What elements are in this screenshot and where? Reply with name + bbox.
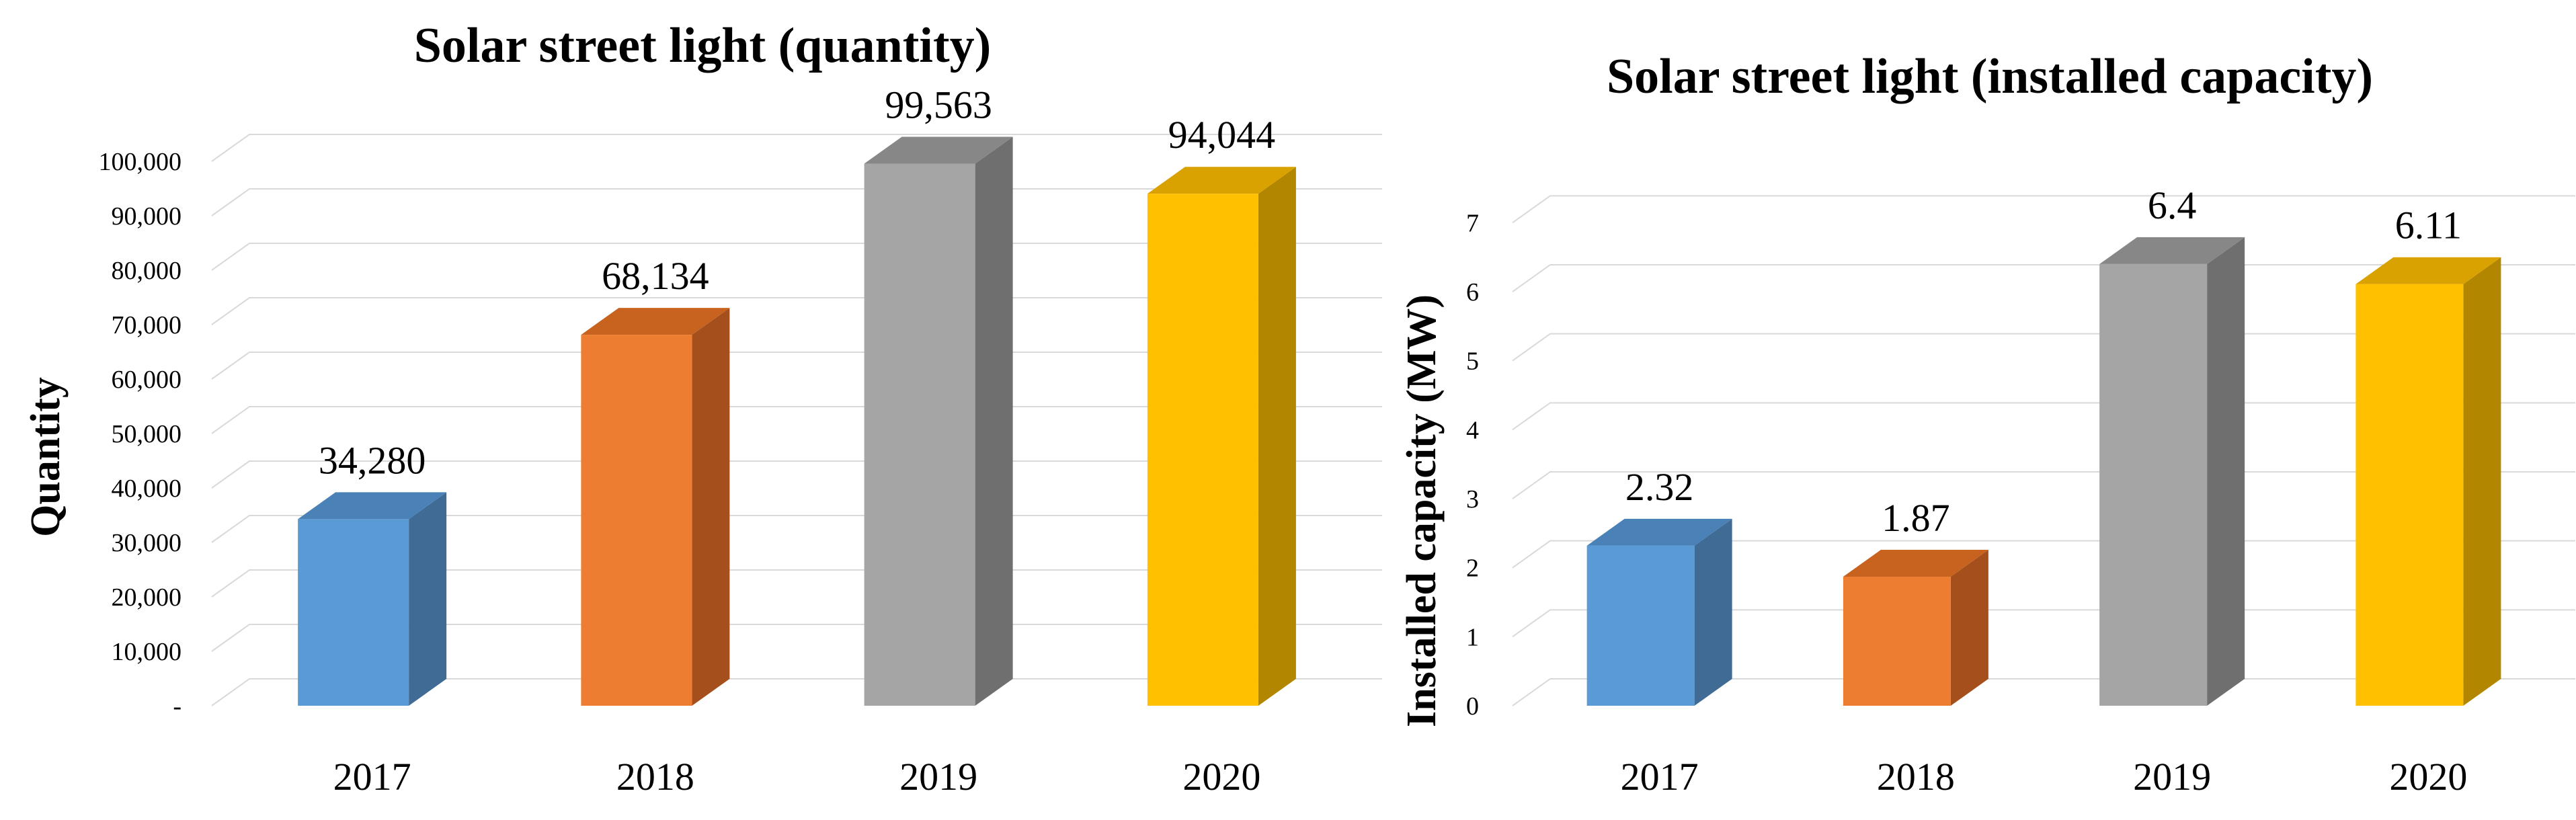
quantity-bar-top — [864, 136, 1013, 164]
quantity-bar-2018 — [581, 308, 730, 706]
capacity-bar-front — [2099, 263, 2208, 706]
quantity-y-tick-label: 30,000 — [112, 529, 182, 557]
capacity-x-tick-label-2020: 2020 — [2389, 755, 2467, 798]
quantity-bar-front — [1147, 194, 1258, 706]
quantity-chart-ylabel: Quantity — [23, 377, 69, 537]
quantity-bar-front — [298, 519, 409, 706]
quantity-bar-side — [1258, 167, 1296, 706]
quantity-y-tick-label: 90,000 — [112, 202, 182, 231]
capacity-y-tick-label: 6 — [1466, 278, 1479, 306]
quantity-data-label-2017: 34,280 — [319, 438, 426, 482]
capacity-x-tick-label-2018: 2018 — [1877, 755, 1955, 798]
capacity-data-label-2019: 6.4 — [2148, 183, 2197, 227]
quantity-bar-side — [409, 492, 447, 706]
quantity-chart-title: Solar street light (quantity) — [414, 18, 992, 73]
quantity-chart-y-ticks: - 10,000 20,000 30,000 40,000 50,000 60,000 70,… — [99, 148, 182, 721]
capacity-bar-2017 — [1586, 518, 1732, 706]
capacity-y-tick-label: 5 — [1466, 347, 1479, 376]
capacity-bar-top — [2099, 237, 2245, 264]
quantity-bar-front — [581, 335, 692, 706]
quantity-y-tick-label: 100,000 — [99, 148, 182, 176]
quantity-bar-2020 — [1147, 167, 1296, 706]
capacity-chart-ylabel: Installed capacity (MW) — [1399, 294, 1445, 727]
quantity-x-tick-label-2018: 2018 — [616, 755, 694, 798]
quantity-y-tick-label: - — [173, 692, 182, 721]
quantity-bar-top — [298, 492, 447, 520]
capacity-y-tick-label: 0 — [1466, 692, 1479, 721]
capacity-bar-side — [1694, 518, 1732, 706]
capacity-data-label-2018: 1.87 — [1882, 496, 1950, 540]
quantity-y-tick-label: 70,000 — [112, 311, 182, 339]
quantity-chart: Solar street light (quantity) Quantity -… — [23, 18, 1382, 798]
capacity-y-tick-label: 4 — [1466, 416, 1479, 444]
capacity-chart-title: Solar street light (installed capacity) — [1607, 49, 2373, 104]
quantity-data-label-2018: 68,134 — [602, 254, 709, 298]
capacity-bar-top — [2356, 257, 2501, 284]
quantity-chart-bars — [298, 136, 1296, 706]
capacity-bar-side — [2463, 257, 2501, 706]
capacity-bar-front — [2356, 284, 2464, 706]
capacity-gridline — [1512, 195, 2575, 224]
capacity-bar-2020 — [2356, 257, 2501, 706]
quantity-y-tick-label: 40,000 — [112, 475, 182, 503]
quantity-data-label-2019: 99,563 — [885, 83, 992, 127]
capacity-y-tick-label: 2 — [1466, 555, 1479, 583]
quantity-bar-side — [692, 308, 730, 706]
capacity-bar-side — [1950, 550, 1988, 706]
quantity-y-tick-label: 80,000 — [112, 257, 182, 285]
capacity-chart-data-labels: 2.32 1.87 6.4 6.11 — [1625, 183, 2462, 540]
quantity-bar-top — [1147, 167, 1296, 194]
capacity-bar-front — [1586, 545, 1695, 706]
capacity-bar-top — [1586, 518, 1732, 546]
capacity-chart: Solar street light (installed capacity) … — [1399, 49, 2575, 798]
capacity-bar-2018 — [1843, 550, 1988, 706]
quantity-x-tick-label-2019: 2019 — [899, 755, 977, 798]
quantity-bar-2019 — [864, 136, 1013, 706]
capacity-bar-2019 — [2099, 237, 2245, 706]
quantity-bar-front — [864, 163, 975, 706]
quantity-bar-side — [975, 136, 1013, 706]
quantity-x-tick-label-2017: 2017 — [333, 755, 411, 798]
capacity-x-tick-label-2017: 2017 — [1621, 755, 1699, 798]
capacity-chart-bars — [1586, 237, 2501, 706]
capacity-chart-y-ticks: 0 1 2 3 4 5 6 7 — [1466, 209, 1479, 721]
capacity-bar-side — [2207, 237, 2245, 706]
capacity-data-label-2017: 2.32 — [1625, 465, 1694, 509]
capacity-y-tick-label: 3 — [1466, 485, 1479, 514]
quantity-y-tick-label: 60,000 — [112, 366, 182, 394]
quantity-chart-x-ticks: 2017 2018 2019 2020 — [333, 755, 1261, 798]
quantity-y-tick-label: 10,000 — [112, 638, 182, 666]
capacity-y-tick-label: 1 — [1466, 623, 1479, 651]
quantity-data-label-2020: 94,044 — [1168, 113, 1276, 157]
quantity-y-tick-label: 20,000 — [112, 583, 182, 612]
quantity-y-tick-label: 50,000 — [112, 420, 182, 448]
capacity-y-tick-label: 7 — [1466, 209, 1479, 237]
capacity-data-label-2020: 6.11 — [2395, 204, 2462, 247]
quantity-gridline — [211, 134, 1382, 162]
quantity-bar-2017 — [298, 492, 447, 706]
capacity-bar-front — [1843, 577, 1951, 706]
quantity-bar-top — [581, 308, 730, 335]
capacity-chart-x-ticks: 2017 2018 2019 2020 — [1621, 755, 2468, 798]
quantity-chart-data-labels: 34,280 68,134 99,563 94,044 — [319, 83, 1275, 483]
capacity-x-tick-label-2019: 2019 — [2133, 755, 2211, 798]
quantity-x-tick-label-2020: 2020 — [1182, 755, 1260, 798]
capacity-bar-top — [1843, 550, 1988, 577]
